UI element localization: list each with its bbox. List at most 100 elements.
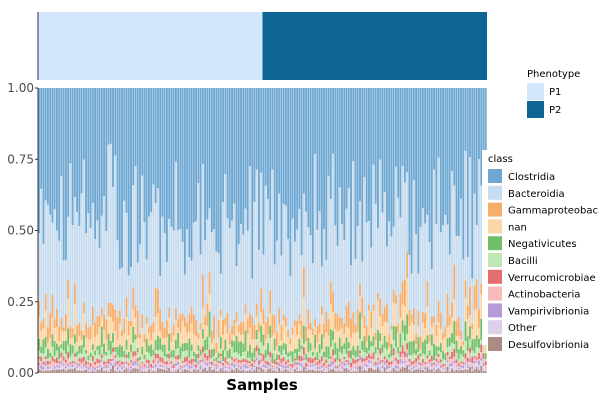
class-legend-label: Bacilli bbox=[508, 256, 538, 267]
bar-segment-verrucomicrobiae bbox=[62, 356, 65, 361]
bar-segment-clostridia bbox=[69, 88, 72, 164]
bar-segment-clostridia bbox=[368, 88, 370, 221]
bar-segment-other bbox=[469, 362, 471, 368]
bar-segment-desulfovibrionia bbox=[374, 369, 377, 373]
bar-segment-verrucomicrobiae bbox=[233, 358, 236, 362]
bar-segment-other bbox=[354, 368, 357, 372]
bar-segment-clostridia bbox=[311, 88, 314, 264]
bar-segment-verrucomicrobiae bbox=[361, 357, 364, 363]
bar-segment-clostridia bbox=[213, 88, 216, 230]
bar-segment-other bbox=[412, 368, 415, 371]
bar-segment-actinobacteria bbox=[289, 365, 292, 370]
bar-segment-other bbox=[338, 366, 341, 371]
bar-segment-gammaproteobac bbox=[464, 280, 467, 298]
sample-bar bbox=[444, 88, 447, 373]
bar-segment-other bbox=[244, 368, 247, 372]
bar-segment-desulfovibrionia bbox=[437, 368, 440, 373]
class-legend-label: Gammaproteobac bbox=[508, 206, 598, 217]
bar-segment-actinobacteria bbox=[246, 362, 249, 367]
bar-segment-bacilli bbox=[240, 356, 242, 361]
bar-segment-negativicutes bbox=[426, 335, 429, 345]
bar-segment-vampirivibrionia bbox=[188, 364, 191, 370]
bar-segment-actinobacteria bbox=[372, 359, 375, 364]
bar-segment-other bbox=[213, 365, 216, 370]
bar-segment-desulfovibrionia bbox=[408, 369, 411, 373]
sample-bar bbox=[260, 88, 263, 373]
bar-segment-bacteroidia bbox=[473, 193, 476, 286]
bar-segment-verrucomicrobiae bbox=[460, 361, 462, 364]
bar-segment-clostridia bbox=[273, 88, 276, 265]
bar-segment-desulfovibrionia bbox=[448, 371, 451, 373]
bar-segment-other bbox=[356, 370, 359, 372]
bar-segment-other bbox=[235, 364, 238, 368]
bar-segment-actinobacteria bbox=[475, 359, 478, 362]
bar-segment-other bbox=[226, 368, 229, 372]
bar-segment-nan bbox=[94, 337, 97, 351]
bar-segment-negativicutes bbox=[374, 347, 377, 354]
bar-segment-clostridia bbox=[399, 88, 402, 218]
bar-segment-desulfovibrionia bbox=[165, 370, 168, 373]
bar-segment-nan bbox=[105, 339, 108, 352]
bar-segment-nan bbox=[208, 294, 211, 312]
bar-segment-vampirivibrionia bbox=[139, 368, 141, 371]
bar-segment-bacteroidia bbox=[190, 260, 193, 307]
bar-segment-vampirivibrionia bbox=[141, 366, 144, 369]
sample-bar bbox=[145, 88, 148, 373]
bar-segment-nan bbox=[291, 334, 294, 352]
bar-segment-nan bbox=[249, 327, 251, 345]
bar-segment-other bbox=[361, 369, 364, 371]
bar-segment-bacilli bbox=[473, 353, 476, 356]
bar-segment-bacteroidia bbox=[233, 203, 236, 320]
bar-segment-actinobacteria bbox=[242, 362, 245, 366]
bar-segment-bacilli bbox=[251, 361, 254, 364]
bar-segment-bacteroidia bbox=[242, 234, 245, 322]
sample-bar bbox=[327, 88, 330, 373]
bar-segment-verrucomicrobiae bbox=[397, 359, 400, 365]
bar-segment-verrucomicrobiae bbox=[372, 352, 375, 360]
bar-segment-bacteroidia bbox=[300, 255, 303, 321]
bar-segment-desulfovibrionia bbox=[208, 366, 211, 373]
bar-segment-negativicutes bbox=[49, 352, 52, 358]
bar-segment-actinobacteria bbox=[100, 358, 103, 360]
bar-segment-vampirivibrionia bbox=[255, 357, 258, 361]
bar-segment-verrucomicrobiae bbox=[406, 343, 409, 350]
bar-segment-actinobacteria bbox=[460, 363, 462, 367]
bar-segment-clostridia bbox=[181, 88, 184, 242]
bar-segment-vampirivibrionia bbox=[262, 364, 265, 368]
bar-segment-nan bbox=[284, 326, 287, 345]
sample-bar bbox=[269, 88, 272, 373]
bar-segment-other bbox=[253, 367, 256, 371]
bar-segment-clostridia bbox=[352, 88, 355, 162]
bar-segment-clostridia bbox=[354, 88, 357, 259]
bar-segment-other bbox=[161, 367, 164, 370]
sample-bar bbox=[336, 88, 339, 373]
bar-segment-negativicutes bbox=[332, 330, 334, 341]
bar-segment-negativicutes bbox=[424, 339, 427, 355]
bar-segment-bacteroidia bbox=[291, 218, 294, 328]
bar-segment-bacilli bbox=[466, 351, 469, 358]
bar-segment-verrucomicrobiae bbox=[307, 357, 310, 363]
bar-segment-clostridia bbox=[152, 88, 155, 185]
class-legend-key bbox=[488, 286, 502, 301]
bar-segment-negativicutes bbox=[141, 346, 144, 355]
bar-segment-gammaproteobac bbox=[49, 312, 52, 339]
bar-segment-clostridia bbox=[249, 88, 251, 166]
sample-bar bbox=[296, 88, 299, 373]
bar-segment-actinobacteria bbox=[255, 351, 258, 358]
bar-segment-bacteroidia bbox=[334, 225, 337, 314]
bar-segment-gammaproteobac bbox=[251, 317, 254, 340]
bar-segment-bacteroidia bbox=[278, 193, 281, 309]
bar-segment-vampirivibrionia bbox=[439, 365, 442, 368]
bar-segment-other bbox=[251, 370, 254, 372]
bar-segment-negativicutes bbox=[471, 339, 474, 351]
sample-bar bbox=[96, 88, 99, 373]
bar-segment-nan bbox=[345, 326, 348, 338]
bar-segment-vampirivibrionia bbox=[244, 363, 247, 369]
bar-segment-actinobacteria bbox=[403, 356, 406, 361]
bar-segment-bacilli bbox=[266, 355, 269, 362]
bar-segment-vampirivibrionia bbox=[271, 368, 274, 370]
sample-bar bbox=[406, 88, 409, 373]
bar-segment-bacilli bbox=[478, 348, 480, 353]
bar-segment-bacilli bbox=[109, 354, 112, 360]
bar-segment-vampirivibrionia bbox=[455, 366, 458, 368]
